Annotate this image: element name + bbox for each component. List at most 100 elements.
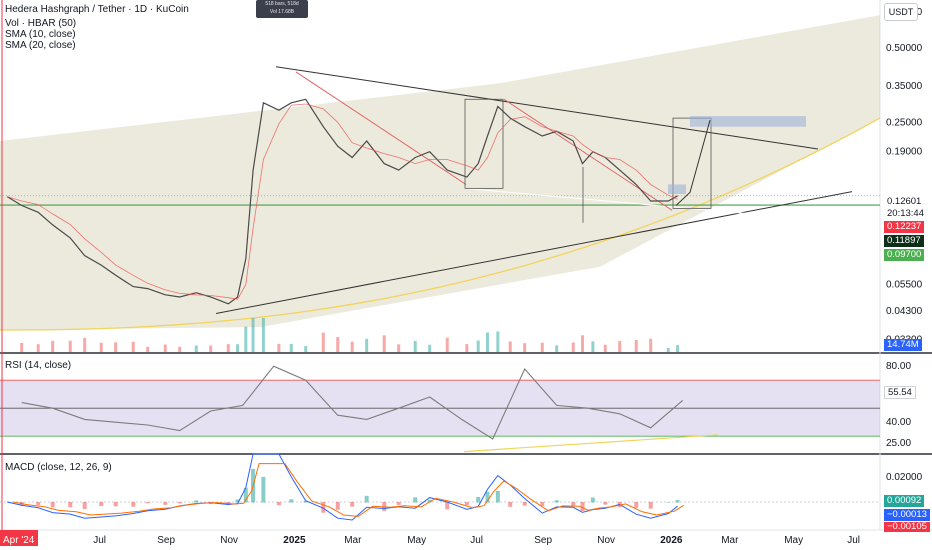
macd-histogram-bar [603,502,608,505]
volume-bar [178,346,182,352]
rsi-tick-label: 80.00 [886,361,911,372]
volume-bar [277,343,281,352]
volume-bar [476,340,480,352]
time-tick-label: Jul [847,535,860,546]
time-tick-label: Nov [597,535,615,546]
macd-histogram-bar [476,496,481,503]
last-price-badge: 0.12601 [884,196,925,208]
macd-histogram-bar [427,499,432,503]
macd-histogram-bar [396,502,401,505]
macd-histogram-bar [364,495,369,503]
time-tick-label: Mar [721,535,739,546]
sma10-legend: SMA (10, close) [5,29,76,40]
signal-badge: −0.00013 [884,509,930,521]
countdown-badge: 20:13:44 [884,208,927,220]
volume-bar [465,344,469,352]
hist-badge: −0.00105 [884,522,930,532]
volume-bar [634,339,638,352]
down-channel-1 [295,71,467,185]
currency-button[interactable]: USDT [884,3,918,21]
time-tick-label: Jul [470,535,483,546]
volume-bar [413,340,417,352]
time-tick-label: Jul [93,535,106,546]
macd-histogram-bar [522,502,527,506]
volume-bar [603,344,607,352]
volume-bar [540,342,544,352]
volume-bar [649,338,653,352]
macd-histogram-bar [445,502,450,510]
macd-histogram-bar [177,502,182,504]
macd-histogram-bar [243,487,248,503]
time-tick-label: Mar [344,535,362,546]
macd-badge: 0.00092 [884,495,925,507]
volume-bar [508,341,512,352]
time-tick-label: Sep [157,535,175,546]
rsi-legend: RSI (14, close) [5,360,72,371]
macd-histogram-bar [485,491,490,503]
macd-histogram-bar [580,502,585,511]
time-cursor-badge [0,530,38,546]
price-series-line [6,98,678,305]
channel-fill [0,15,880,331]
rsi-tick-label: 25.00 [886,438,911,449]
macd-histogram-bar [50,502,55,508]
volume-bar [523,343,527,352]
sma-line [7,103,678,300]
macd-histogram-bar [99,502,104,506]
macd-histogram-bar [289,499,294,503]
macd-line [7,453,678,521]
time-tick-label: Apr '24 [3,535,35,546]
macd-histogram-bar [495,490,500,503]
volume-bar [382,335,386,352]
macd-histogram-bar [68,502,73,508]
projection-arrow [675,120,711,206]
target-zone [690,116,806,127]
tooltip-volume: Vol 17.68B [269,9,295,15]
price-tick-label: 0.50000 [886,43,923,54]
volume-bar [445,337,449,352]
volume-bar [226,344,230,352]
signal-line [13,463,684,517]
lower-trendline [215,191,853,314]
time-tick-label: 2025 [283,535,306,546]
macd-histogram-bar [335,502,340,510]
macd-tick-label: 0.02000 [886,472,923,483]
volume-bar [83,338,87,352]
macd-histogram-bar [36,502,41,506]
price-tick-label: 0.35000 [886,81,923,92]
macd-histogram-bar [571,502,576,507]
volume-bar [131,341,135,352]
macd-histogram-bar [163,502,168,505]
price-badge-dark: 0.11897 [884,235,924,247]
macd-histogram-bar [540,502,545,506]
volume-bar [99,342,103,352]
macd-histogram-bar [235,499,240,503]
volume-bar [304,346,308,352]
macd-histogram-bar [194,500,199,503]
volume-bar [321,332,325,352]
macd-histogram-bar [131,502,136,507]
volume-bar [146,346,150,352]
price-tick-label: 0.04300 [886,306,923,317]
volume-bar [591,341,595,352]
volume-bar [486,332,490,352]
volume-bar [365,338,369,352]
volume-legend: Vol · HBAR (50) [5,18,77,29]
macd-histogram-bar [648,502,653,509]
volume-bar [666,348,670,352]
macd-histogram-bar [145,502,150,504]
rsi-line [21,365,684,440]
volume-bar [244,326,248,352]
volume-bar [261,318,265,352]
volume-badge: 14.74M [884,339,922,351]
volume-bar [20,342,24,352]
time-tick-label: Nov [220,535,238,546]
volume-bar [163,344,167,352]
volume-bar [581,335,585,352]
volume-bar [209,345,213,352]
entry-zone [668,184,686,195]
volume-bar [68,340,72,352]
volume-bar [676,345,680,352]
macd-histogram-bar [666,502,671,503]
